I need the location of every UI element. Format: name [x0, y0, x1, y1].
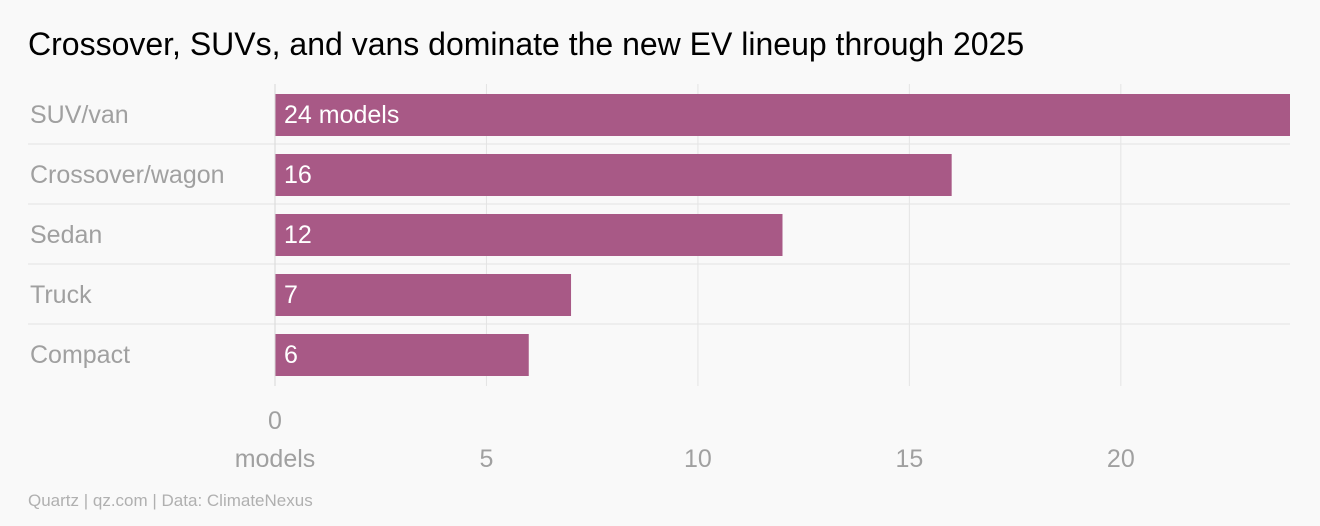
- category-label: Crossover/wagon: [30, 161, 225, 189]
- data-label: 24 models: [284, 101, 399, 129]
- x-unit-label: models: [235, 445, 316, 473]
- x-tick-label: 15: [895, 445, 923, 473]
- x-tick-label: 5: [480, 445, 494, 473]
- data-label: 12: [284, 221, 312, 249]
- x-tick-label: 0: [268, 407, 282, 435]
- category-label: SUV/van: [30, 101, 129, 129]
- category-label: Compact: [30, 341, 130, 369]
- data-label: 16: [284, 161, 312, 189]
- category-label: Truck: [30, 281, 92, 309]
- category-label: Sedan: [30, 221, 102, 249]
- bar: [275, 94, 1290, 136]
- data-label: 6: [284, 341, 298, 369]
- x-tick-label: 10: [684, 445, 712, 473]
- bar: [275, 334, 529, 376]
- data-label: 7: [284, 281, 298, 309]
- chart-title: Crossover, SUVs, and vans dominate the n…: [28, 26, 1025, 62]
- source-credit: Quartz | qz.com | Data: ClimateNexus: [28, 491, 313, 510]
- bar: [275, 214, 783, 256]
- bar: [275, 154, 952, 196]
- bar: [275, 274, 572, 316]
- x-tick-label: 20: [1107, 445, 1135, 473]
